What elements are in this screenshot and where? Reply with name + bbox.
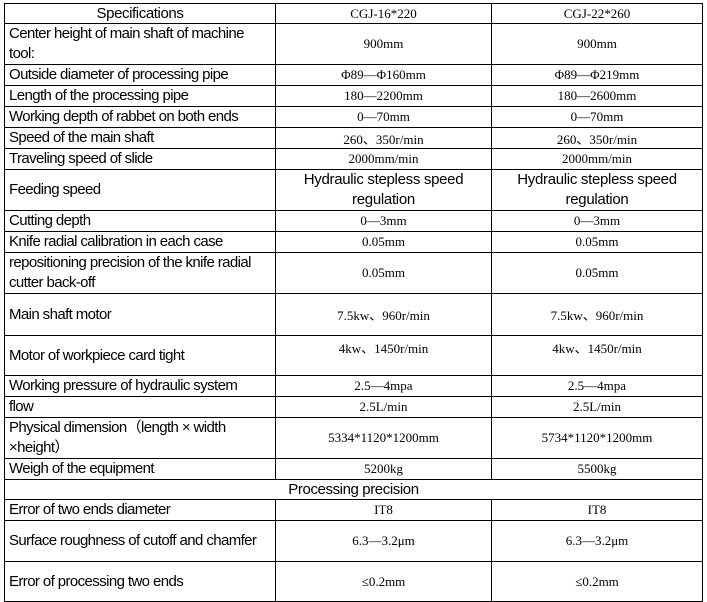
row-label: Motor of workpiece card tight <box>4 335 276 376</box>
row-value-1: 2000mm/min <box>275 148 492 170</box>
row-value-2: 0.05mm <box>491 252 703 294</box>
row-value-1: 4kw、1450r/min <box>275 335 492 376</box>
row-label: Outside diameter of processing pipe <box>4 64 276 86</box>
row-value-1: 5200kg <box>275 458 492 480</box>
row-label: Length of the processing pipe <box>4 85 276 107</box>
table-row: Outside diameter of processing pipe Φ89—… <box>4 64 703 86</box>
table-row: Surface roughness of cutoff and chamfer … <box>4 520 703 562</box>
row-value-2: 2000mm/min <box>491 148 703 170</box>
section-row: Processing precision <box>4 479 703 500</box>
table-row: Speed of the main shaft 260、350r/min 260… <box>4 127 703 149</box>
row-value-1: 2.5—4mpa <box>275 375 492 397</box>
table-row: Weigh of the equipment 5200kg 5500kg <box>4 458 703 480</box>
row-label-part-a: Error of two ends <box>9 501 114 518</box>
table-row: Feeding speed Hydraulic stepless speed r… <box>4 169 703 211</box>
table-row: Working pressure of hydraulic system 2.5… <box>4 375 703 397</box>
row-label: Working depth of rabbet on both ends <box>4 106 276 128</box>
row-value-2: 5734*1120*1200mm <box>491 417 703 459</box>
table-row: Error of processing two ends ≤0.2mm ≤0.2… <box>4 561 703 602</box>
row-value-1: 180—2200mm <box>275 85 492 107</box>
row-value-2: 0.05mm <box>491 231 703 253</box>
row-value-1: Hydraulic stepless speed regulation <box>275 169 492 211</box>
row-value-2: IT8 <box>491 499 703 521</box>
row-label: Speed of the main shaft <box>4 127 276 149</box>
table-row: Length of the processing pipe 180—2200mm… <box>4 85 703 107</box>
row-value-1: Φ89—Φ160mm <box>275 64 492 86</box>
table-row: flow 2.5L/min 2.5L/min <box>4 396 703 418</box>
row-value-2: Φ89—Φ219mm <box>491 64 703 86</box>
row-value-2: 0—70mm <box>491 106 703 128</box>
section-processing-precision: Processing precision <box>4 479 703 500</box>
table-row: Traveling speed of slide 2000mm/min 2000… <box>4 148 703 170</box>
row-label: Cutting depth <box>4 210 276 232</box>
row-value-1: 5334*1120*1200mm <box>275 417 492 459</box>
header-specifications: Specifications <box>4 3 276 24</box>
row-value-1: 900mm <box>275 23 492 65</box>
specifications-table: Specifications CGJ-16*220 CGJ-22*260 Cen… <box>4 3 703 602</box>
row-label: Physical dimension（length × width ×heigh… <box>4 417 276 459</box>
row-value-1: ≤0.2mm <box>275 561 492 602</box>
header-row: Specifications CGJ-16*220 CGJ-22*260 <box>4 3 703 24</box>
row-label: Surface roughness of cutoff and chamfer <box>4 520 276 562</box>
row-value-2: 4kw、1450r/min <box>491 335 703 376</box>
row-value-1: 260、350r/min <box>275 127 492 149</box>
table-row: repositioning precision of the knife rad… <box>4 252 703 294</box>
row-label: Error of two ends diameter <box>4 499 276 521</box>
table-row: Main shaft motor 7.5kw、960r/min 7.5kw、96… <box>4 293 703 336</box>
row-label: Traveling speed of slide <box>4 148 276 170</box>
row-value-2: Hydraulic stepless speed regulation <box>491 169 703 211</box>
row-value-1: 7.5kw、960r/min <box>275 293 492 336</box>
table-row: Error of two ends diameter IT8 IT8 <box>4 499 703 521</box>
row-value-2: 2.5—4mpa <box>491 375 703 397</box>
table-row: Knife radial calibration in each case 0.… <box>4 231 703 253</box>
row-value-1: 0.05mm <box>275 252 492 294</box>
row-label: Weigh of the equipment <box>4 458 276 480</box>
table-row: Working depth of rabbet on both ends 0—7… <box>4 106 703 128</box>
row-value-2: 900mm <box>491 23 703 65</box>
row-value-1: 0—70mm <box>275 106 492 128</box>
header-model-1: CGJ-16*220 <box>275 3 492 24</box>
row-value-2: 5500kg <box>491 458 703 480</box>
row-label: repositioning precision of the knife rad… <box>4 252 276 294</box>
row-value-2: 180—2600mm <box>491 85 703 107</box>
table-row: Center height of main shaft of machine t… <box>4 23 703 65</box>
table-row: Physical dimension（length × width ×heigh… <box>4 417 703 459</box>
row-value-2: 6.3—3.2μm <box>491 520 703 562</box>
row-value-1: 0—3mm <box>275 210 492 232</box>
row-value-1: 6.3—3.2μm <box>275 520 492 562</box>
row-label: Working pressure of hydraulic system <box>4 375 276 397</box>
row-label-part-b: diameter <box>113 501 171 518</box>
row-label: Feeding speed <box>4 169 276 211</box>
row-label: Knife radial calibration in each case <box>4 231 276 253</box>
row-label: Main shaft motor <box>4 293 276 336</box>
row-value-1: 0.05mm <box>275 231 492 253</box>
header-model-2: CGJ-22*260 <box>491 3 703 24</box>
row-value-2: 260、350r/min <box>491 127 703 149</box>
row-label: Center height of main shaft of machine t… <box>4 23 276 65</box>
row-value-1: IT8 <box>275 499 492 521</box>
row-value-1: 2.5L/min <box>275 396 492 418</box>
row-label: Error of processing two ends <box>4 561 276 602</box>
row-value-2: 0—3mm <box>491 210 703 232</box>
table-row: Motor of workpiece card tight 4kw、1450r/… <box>4 335 703 376</box>
row-value-2: ≤0.2mm <box>491 561 703 602</box>
table-row: Cutting depth 0—3mm 0—3mm <box>4 210 703 232</box>
row-value-2: 7.5kw、960r/min <box>491 293 703 336</box>
row-label: flow <box>4 396 276 418</box>
row-value-2: 2.5L/min <box>491 396 703 418</box>
